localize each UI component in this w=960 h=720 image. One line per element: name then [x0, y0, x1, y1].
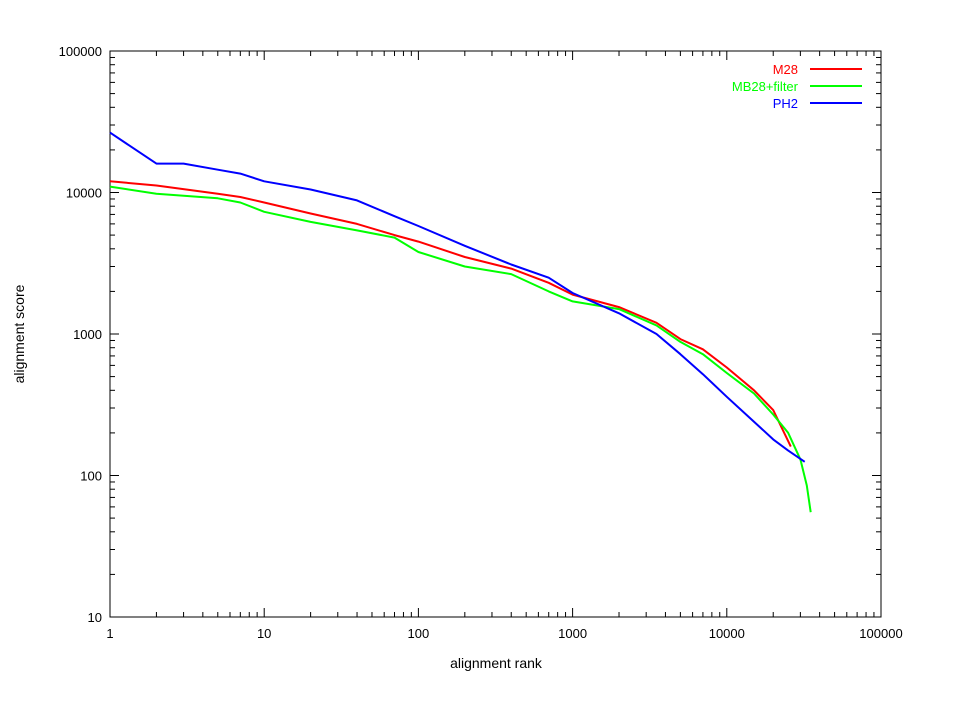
x-tick-label: 100 — [408, 626, 430, 641]
legend-label: M28 — [773, 62, 798, 77]
y-tick-label: 100 — [80, 469, 102, 484]
axis-ticks: 1 10 100 1000 10000 100000 10 100 1000 10000 10000… — [59, 44, 903, 641]
legend: M28 MB28+filter PH2 — [732, 62, 862, 111]
series-line-1 — [109, 180, 792, 448]
y-tick-label: 1000 — [73, 327, 102, 342]
series-line-2 — [109, 185, 812, 513]
y-tick-label: 10 — [88, 610, 102, 625]
y-tick-label: 100000 — [59, 44, 102, 59]
x-tick-label: 1000 — [558, 626, 587, 641]
series-line-3 — [109, 131, 806, 463]
x-axis-label: alignment rank — [450, 655, 543, 671]
legend-label: PH2 — [773, 96, 798, 111]
y-axis-label: alignment score — [11, 284, 27, 383]
y-tick-label: 10000 — [66, 186, 102, 201]
x-tick-label: 1 — [106, 626, 113, 641]
legend-label: MB28+filter — [732, 79, 799, 94]
series-layer — [109, 131, 812, 513]
x-tick-label: 10 — [257, 626, 271, 641]
plot-frame — [109, 50, 882, 618]
x-tick-label: 10000 — [709, 626, 745, 641]
x-tick-label: 100000 — [859, 626, 902, 641]
